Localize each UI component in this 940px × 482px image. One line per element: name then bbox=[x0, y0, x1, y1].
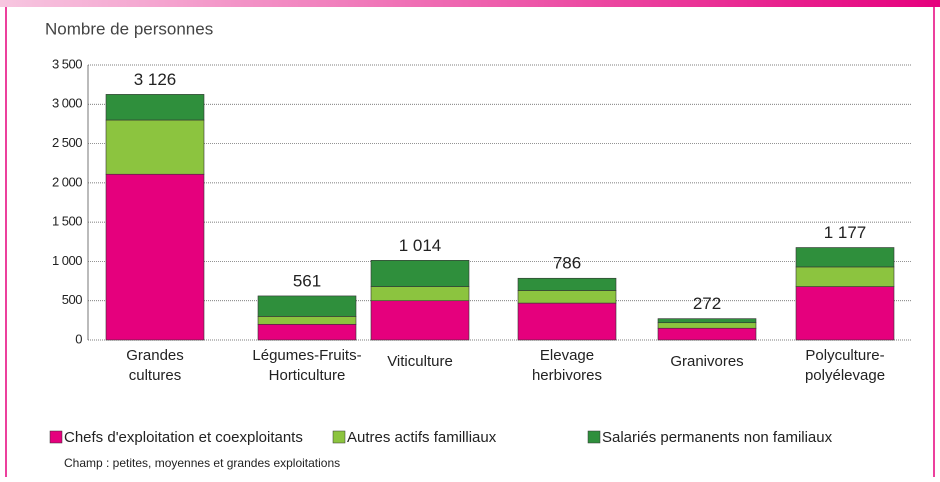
y-tick-label: 3 000 bbox=[52, 96, 82, 111]
total-label: 1 014 bbox=[399, 236, 442, 255]
y-tick-label: 2 500 bbox=[52, 135, 82, 150]
bar-segment bbox=[105, 94, 205, 121]
bar-segment bbox=[257, 323, 357, 341]
legend-swatch bbox=[587, 430, 601, 444]
bar-segment bbox=[257, 316, 357, 325]
legend-label: Salariés permanents non familiaux bbox=[602, 429, 833, 446]
bar-segment bbox=[517, 302, 617, 341]
y-tick-label: 0 bbox=[75, 331, 82, 346]
legend-label: Chefs d'exploitation et coexploitants bbox=[64, 429, 303, 446]
bar-segment bbox=[657, 327, 757, 341]
bar-segment bbox=[257, 295, 357, 317]
note: Champ : petites, moyennes et grandes exp… bbox=[64, 456, 340, 470]
x-tick-label: Légumes-Fruits- bbox=[252, 347, 361, 364]
x-tick-label: polyélevage bbox=[805, 367, 885, 384]
x-tick-label: cultures bbox=[129, 367, 182, 384]
x-tick-label: Viticulture bbox=[387, 353, 453, 370]
x-tick-label: Granivores bbox=[670, 353, 743, 370]
legend-label: Autres actifs familliaux bbox=[347, 429, 497, 446]
total-label: 561 bbox=[293, 271, 321, 290]
x-tick-label: Horticulture bbox=[269, 367, 346, 384]
x-tick-label: Grandes bbox=[126, 347, 184, 364]
bar-segment bbox=[370, 260, 470, 287]
bar-segment bbox=[795, 286, 895, 341]
y-tick-label: 500 bbox=[62, 292, 82, 307]
bar-segment bbox=[795, 247, 895, 268]
y-tick-label: 1 500 bbox=[52, 214, 82, 229]
bar-segment bbox=[657, 318, 757, 324]
bar-segment bbox=[105, 173, 205, 341]
top-band bbox=[0, 0, 940, 7]
legend-swatch bbox=[332, 430, 346, 444]
total-label: 1 177 bbox=[824, 223, 867, 242]
bar-segment bbox=[105, 119, 205, 175]
total-label: 272 bbox=[693, 294, 721, 313]
bar-segment bbox=[517, 290, 617, 304]
y-tick-label: 1 000 bbox=[52, 253, 82, 268]
legend-swatch bbox=[49, 430, 63, 444]
total-label: 786 bbox=[553, 254, 581, 273]
y-tick-label: 3 500 bbox=[52, 56, 82, 71]
bar-segment bbox=[657, 322, 757, 329]
x-tick-label: Elevage bbox=[540, 347, 594, 364]
total-label: 3 126 bbox=[134, 70, 177, 89]
x-tick-label: herbivores bbox=[532, 367, 602, 384]
y-axis-title: Nombre de personnes bbox=[45, 19, 213, 38]
bar-segment bbox=[370, 300, 470, 341]
bar-segment bbox=[517, 277, 617, 291]
bar-segment bbox=[370, 286, 470, 302]
y-tick-label: 2 000 bbox=[52, 174, 82, 189]
x-tick-label: Polyculture- bbox=[805, 347, 884, 364]
bar-segment bbox=[795, 266, 895, 287]
